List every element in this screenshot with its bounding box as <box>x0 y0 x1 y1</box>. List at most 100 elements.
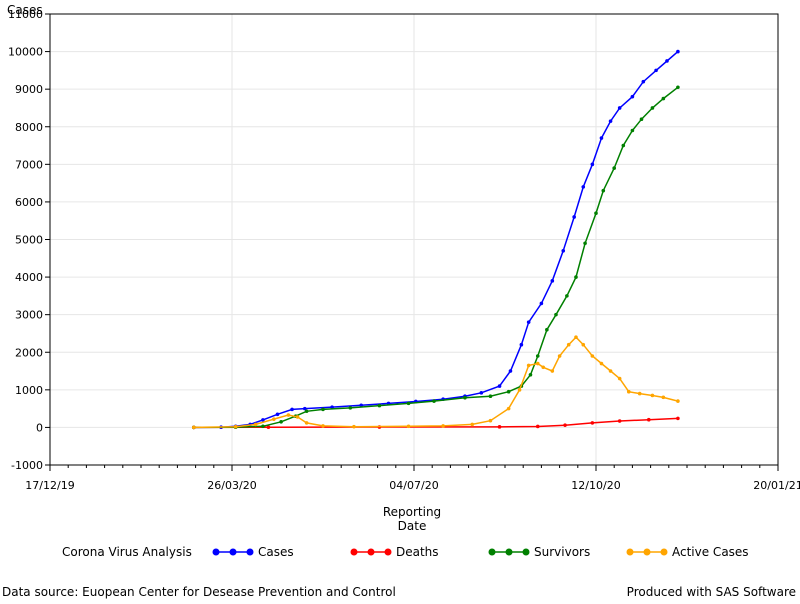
data-point <box>599 136 604 140</box>
data-point <box>191 425 196 430</box>
data-point <box>541 365 546 370</box>
series-line <box>193 336 679 429</box>
data-point <box>497 425 502 429</box>
data-point <box>348 406 353 410</box>
data-point <box>676 49 680 54</box>
data-point <box>441 424 445 428</box>
data-point <box>608 119 613 123</box>
data-point <box>676 85 680 90</box>
legend-marker <box>522 548 530 556</box>
data-point <box>557 354 562 358</box>
data-point <box>665 59 669 63</box>
y-tick-label: 4000 <box>15 271 43 284</box>
data-point <box>352 424 356 429</box>
data-point <box>601 188 606 193</box>
data-point <box>676 399 680 403</box>
data-point <box>488 418 493 423</box>
data-point <box>303 406 307 411</box>
data-point <box>266 425 271 430</box>
data-point <box>561 248 566 253</box>
legend-marker <box>350 548 358 556</box>
legend-marker <box>384 548 392 556</box>
y-tick-label: 3000 <box>15 309 43 322</box>
legend-label: Active Cases <box>672 545 749 559</box>
data-point <box>377 403 382 408</box>
legend-marker <box>643 548 651 556</box>
data-point <box>676 416 680 421</box>
data-point <box>508 369 513 373</box>
data-point <box>617 419 622 423</box>
axes: -1000 0 1000 2000 3000 4000 5000 6000 7000 8000 90… <box>8 8 800 492</box>
legend-marker <box>212 548 220 556</box>
y-tick-label: 0 <box>36 421 43 434</box>
legend-marker <box>660 548 668 556</box>
data-point <box>463 395 467 400</box>
data-point <box>563 423 567 427</box>
y-axis-title: Cases <box>7 3 43 17</box>
data-point <box>590 162 595 167</box>
data-point <box>488 394 493 399</box>
data-point <box>574 335 578 340</box>
y-tick-label: 9000 <box>15 83 43 96</box>
data-point <box>506 406 511 411</box>
legend-item: Survivors <box>488 545 590 559</box>
data-point <box>321 424 325 428</box>
data-point <box>290 407 294 412</box>
data-point <box>594 211 598 215</box>
legend-item: Deaths <box>350 545 439 559</box>
legend-marker <box>505 548 513 556</box>
data-point <box>497 384 502 388</box>
series-layer <box>191 49 680 430</box>
data-point <box>406 424 411 429</box>
x-tick-label: 04/07/20 <box>389 479 438 492</box>
data-point <box>470 422 475 427</box>
data-point <box>261 424 265 429</box>
legend-label: Deaths <box>396 545 439 559</box>
data-point <box>519 342 524 347</box>
data-point <box>535 354 540 358</box>
data-point <box>479 391 484 395</box>
legend-marker <box>229 548 237 556</box>
data-point <box>654 68 658 73</box>
data-point <box>581 342 586 347</box>
data-point <box>626 389 631 394</box>
y-tick-label: 6000 <box>15 196 43 209</box>
data-point <box>321 407 325 412</box>
y-tick-label: 5000 <box>15 234 43 247</box>
data-point <box>295 415 300 419</box>
data-point <box>506 389 511 394</box>
data-point <box>526 363 531 368</box>
data-point <box>565 294 569 298</box>
data-point <box>304 409 309 414</box>
data-point <box>617 376 622 381</box>
data-point <box>279 419 283 424</box>
legend-item: Cases <box>212 545 294 559</box>
data-point <box>574 275 578 279</box>
data-point <box>528 373 533 377</box>
data-point <box>304 421 309 425</box>
legend-marker <box>367 548 375 556</box>
data-point <box>661 395 666 400</box>
data-point <box>581 185 586 189</box>
data-point <box>261 418 265 422</box>
data-point <box>583 241 587 246</box>
data-point <box>535 361 540 366</box>
data-point <box>432 399 436 403</box>
footer-source: Data source: Euopean Center for Desease … <box>2 585 396 599</box>
data-point <box>621 143 626 148</box>
y-tick-label: 1000 <box>15 384 43 397</box>
data-point <box>517 388 522 392</box>
data-point <box>539 301 544 306</box>
data-point <box>359 403 364 408</box>
data-point <box>566 342 571 347</box>
data-point <box>272 417 276 421</box>
data-point <box>639 117 644 122</box>
data-point <box>599 361 604 366</box>
y-tick-label: 8000 <box>15 121 43 134</box>
legend: Corona Virus Analysis Cases Deaths Survivor… <box>62 545 749 559</box>
series-cases <box>191 49 680 430</box>
data-point <box>661 96 666 101</box>
x-tick-label: 17/12/19 <box>25 479 74 492</box>
legend-label: Survivors <box>534 545 590 559</box>
